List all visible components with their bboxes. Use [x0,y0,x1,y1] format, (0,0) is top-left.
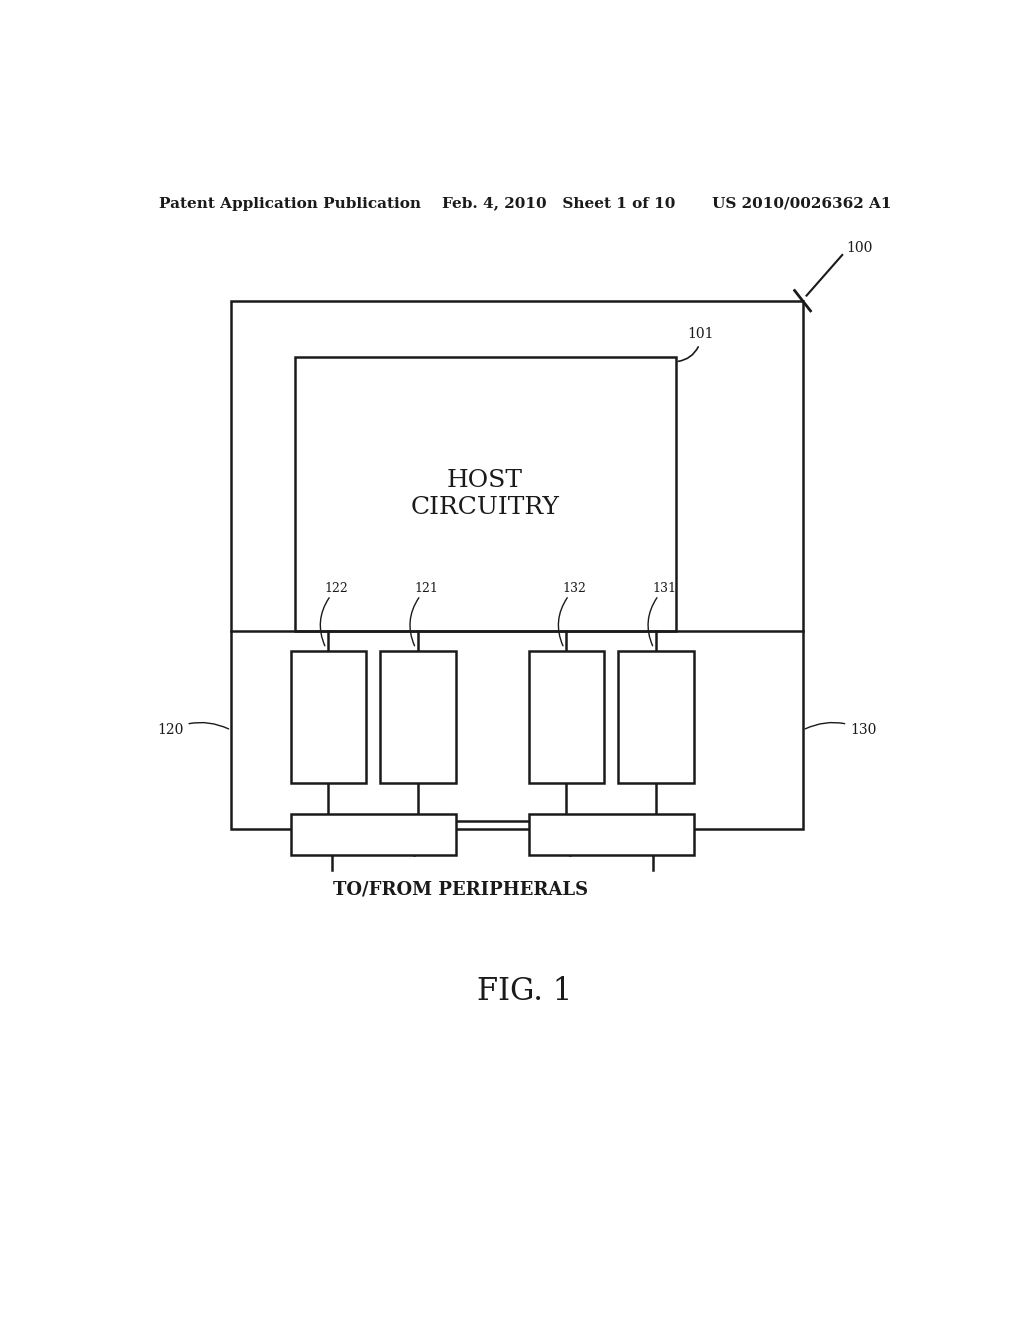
FancyBboxPatch shape [295,356,676,631]
Text: 101: 101 [687,327,714,342]
Text: O/P: O/P [401,709,434,726]
FancyBboxPatch shape [528,651,604,784]
Text: 132: 132 [562,582,587,595]
Text: Patent Application Publication    Feb. 4, 2010   Sheet 1 of 10       US 2010/002: Patent Application Publication Feb. 4, 2… [159,197,891,211]
FancyBboxPatch shape [528,814,694,854]
Text: I/P: I/P [315,709,341,726]
Text: 131: 131 [652,582,676,595]
Text: 120: 120 [157,722,228,737]
Text: 100: 100 [846,242,872,255]
Text: I/P: I/P [554,709,579,726]
FancyBboxPatch shape [291,814,456,854]
Text: TO/FROM PERIPHERALS: TO/FROM PERIPHERALS [333,880,588,898]
Text: 121: 121 [414,582,438,595]
FancyBboxPatch shape [618,651,694,784]
Text: O/P: O/P [640,709,673,726]
Text: 130: 130 [805,722,877,737]
FancyBboxPatch shape [231,301,803,829]
Text: 122: 122 [325,582,348,595]
Text: HOST
CIRCUITRY: HOST CIRCUITRY [411,469,559,519]
FancyBboxPatch shape [291,651,367,784]
Text: FIG. 1: FIG. 1 [477,977,572,1007]
FancyBboxPatch shape [380,651,456,784]
